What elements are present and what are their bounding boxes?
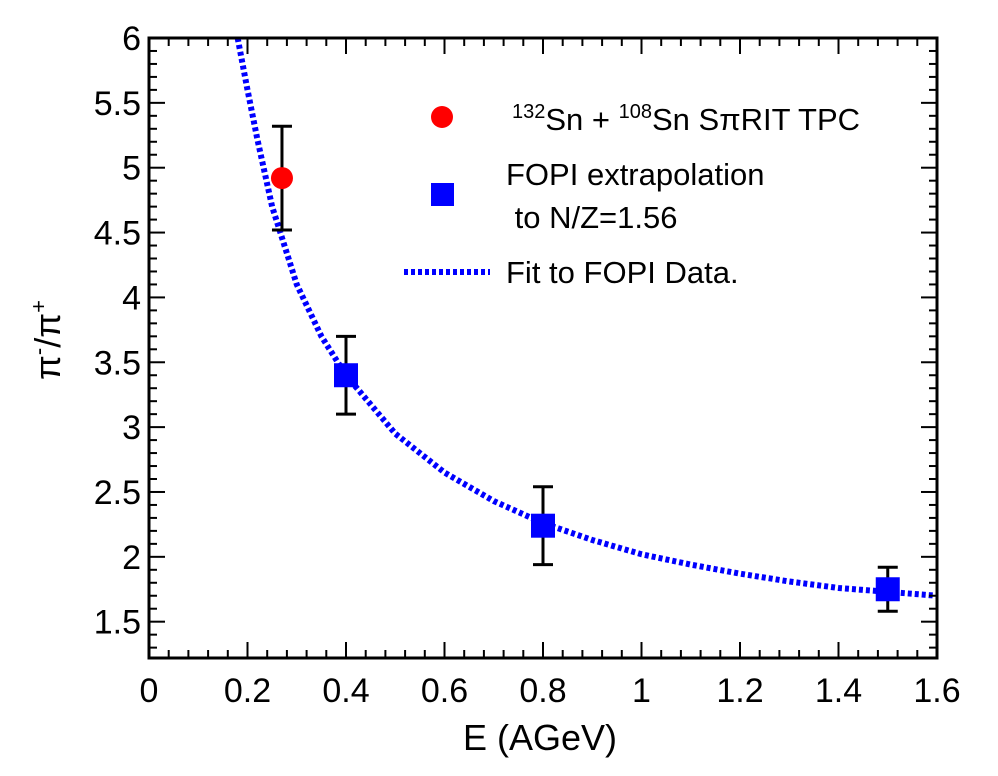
y-tick-label-0: 1.5 — [94, 604, 141, 642]
y-tick-label-3: 3 — [122, 409, 141, 447]
fit-curve — [234, 37, 938, 599]
y-tick-label-5: 4 — [122, 279, 141, 317]
legend-sn-plus: Sn + — [545, 102, 618, 137]
x-tick-label-3: 0.6 — [421, 672, 468, 710]
legend-sup-132: 132 — [512, 101, 545, 123]
x-tick-label-5: 1 — [632, 672, 651, 710]
y-tick-label-6: 4.5 — [94, 215, 141, 253]
y-tick-label-9: 6 — [122, 20, 141, 58]
x-tick-label-1: 0.2 — [224, 672, 271, 710]
y-tick-label-1: 2 — [122, 539, 141, 577]
legend-label-fopi-line2: to N/Z=1.56 — [506, 200, 677, 235]
data-point-sn-tpc-0 — [270, 167, 293, 190]
legend-label-fopi-line1: FOPI extrapolation — [506, 157, 764, 192]
y-tick-label-2: 2.5 — [94, 474, 141, 512]
y-tick-label-4: 3.5 — [94, 344, 141, 382]
tick-labels: 0 0.2 0.4 0.6 0.8 1 1.2 1.4 1.6 1.5 2 2.5 3 3.5 4 4.5 5 5… — [94, 20, 961, 710]
y-axis-title-slash-pi: /π — [27, 313, 68, 348]
data-point-fopi-1 — [531, 513, 555, 538]
legend-sn-spirit: Sn SπRIT TPC — [652, 102, 860, 137]
x-axis-title: E (AGeV) — [463, 717, 617, 758]
legend-label-sn-tpc: 132Sn + 108Sn SπRIT TPC — [512, 101, 860, 137]
legend-label-fit: Fit to FOPI Data. — [506, 255, 739, 290]
y-axis-title-pi-minus: π — [27, 355, 68, 380]
x-tick-label-6: 1.2 — [716, 672, 763, 710]
data-point-fopi-0 — [334, 363, 358, 388]
x-tick-label-4: 0.8 — [519, 672, 566, 710]
x-tick-label-8: 1.6 — [913, 672, 960, 710]
data-point-fopi-2 — [875, 577, 900, 602]
y-axis-title: π-/π+ — [26, 300, 68, 380]
y-axis-title-sup-plus: + — [26, 300, 51, 313]
x-tick-label-7: 1.4 — [815, 672, 862, 710]
x-tick-label-2: 0.4 — [322, 672, 369, 710]
axis-ticks — [148, 37, 938, 658]
y-tick-label-8: 5.5 — [94, 85, 141, 123]
svg-text:π-/π+: π-/π+ — [26, 300, 68, 380]
legend-marker-fopi — [431, 183, 454, 206]
legend-marker-sn-tpc — [431, 106, 453, 128]
legend: 132Sn + 108Sn SπRIT TPC FOPI extrapolati… — [404, 101, 860, 290]
y-axis-title-sup-minus: - — [26, 348, 51, 355]
legend-sup-108: 108 — [619, 101, 652, 123]
y-tick-label-7: 5 — [122, 150, 141, 188]
x-tick-label-0: 0 — [140, 672, 159, 710]
